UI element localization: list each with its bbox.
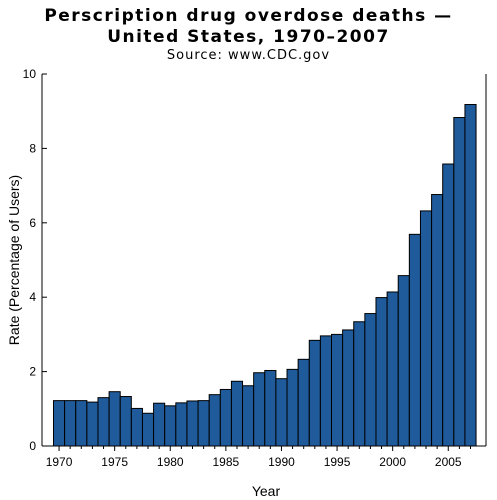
bar-1981	[175, 402, 188, 447]
bar-1996	[342, 329, 355, 447]
bar-1977	[130, 407, 143, 447]
bar-1973	[86, 401, 99, 447]
bar-1994	[319, 335, 333, 447]
bar-1972	[75, 400, 88, 447]
bar-2006	[453, 117, 466, 447]
x-tick-label-1980: 1980	[157, 455, 184, 469]
bar-1992	[297, 358, 310, 447]
bar-2007	[464, 104, 477, 447]
x-axis-title: Year	[252, 483, 281, 499]
bar-1979	[153, 402, 166, 447]
x-tick-label-1990: 1990	[268, 455, 295, 469]
chart-title-line1: Perscription drug overdose deaths —	[44, 6, 453, 26]
bar-1993	[308, 339, 321, 447]
y-tick-label-4: 4	[29, 290, 36, 304]
chart-subtitle: Source: www.CDC.gov	[166, 48, 331, 63]
y-tick-label-10: 10	[23, 67, 37, 81]
bar-1989	[264, 369, 277, 447]
x-tick-label-1970: 1970	[46, 455, 73, 469]
y-tick-label-2: 2	[29, 365, 36, 379]
y-axis-title: Rate (Percentage of Users)	[6, 175, 22, 345]
bar-2002	[408, 233, 421, 447]
x-tick-label-1985: 1985	[213, 455, 240, 469]
bar-1997	[353, 321, 366, 447]
x-tick-label-2000: 2000	[379, 455, 406, 469]
bar-1995	[331, 333, 344, 447]
bar-2000	[386, 291, 399, 447]
bar-1991	[286, 368, 299, 447]
bar-2004	[431, 194, 444, 447]
bar-1980	[164, 405, 177, 447]
bar-1975	[108, 391, 121, 447]
bar-1985	[219, 388, 232, 447]
bar-1983	[197, 400, 210, 447]
bar-1987	[242, 385, 255, 447]
x-tick-label-1995: 1995	[324, 455, 351, 469]
x-tick-label-2005: 2005	[435, 455, 462, 469]
y-tick-label-6: 6	[29, 216, 36, 230]
bar-1974	[97, 397, 110, 447]
chart-title-line2: United States, 1970–2007	[107, 27, 390, 47]
bar-1988	[253, 372, 266, 447]
x-tick-label-1975: 1975	[101, 455, 128, 469]
bar-1998	[364, 313, 377, 447]
bar-2001	[397, 275, 410, 447]
bar-1976	[119, 396, 132, 447]
bar-1990	[275, 378, 288, 447]
bar-1970	[53, 400, 66, 447]
bar-1986	[230, 380, 244, 447]
bar-1982	[186, 400, 199, 447]
bar-1971	[64, 400, 77, 447]
bar-1978	[141, 412, 155, 447]
axes-group: 0 2 4 6 8 10 1970 1975 1980 1985 1990 1995 2000 2005	[23, 67, 487, 469]
y-tick-label-8: 8	[29, 141, 36, 155]
bar-2005	[442, 163, 455, 447]
bar-2003	[419, 210, 433, 447]
y-tick-label-0: 0	[29, 439, 36, 453]
bar-1999	[375, 297, 388, 447]
bars-group	[53, 104, 477, 447]
bar-1984	[208, 394, 221, 447]
